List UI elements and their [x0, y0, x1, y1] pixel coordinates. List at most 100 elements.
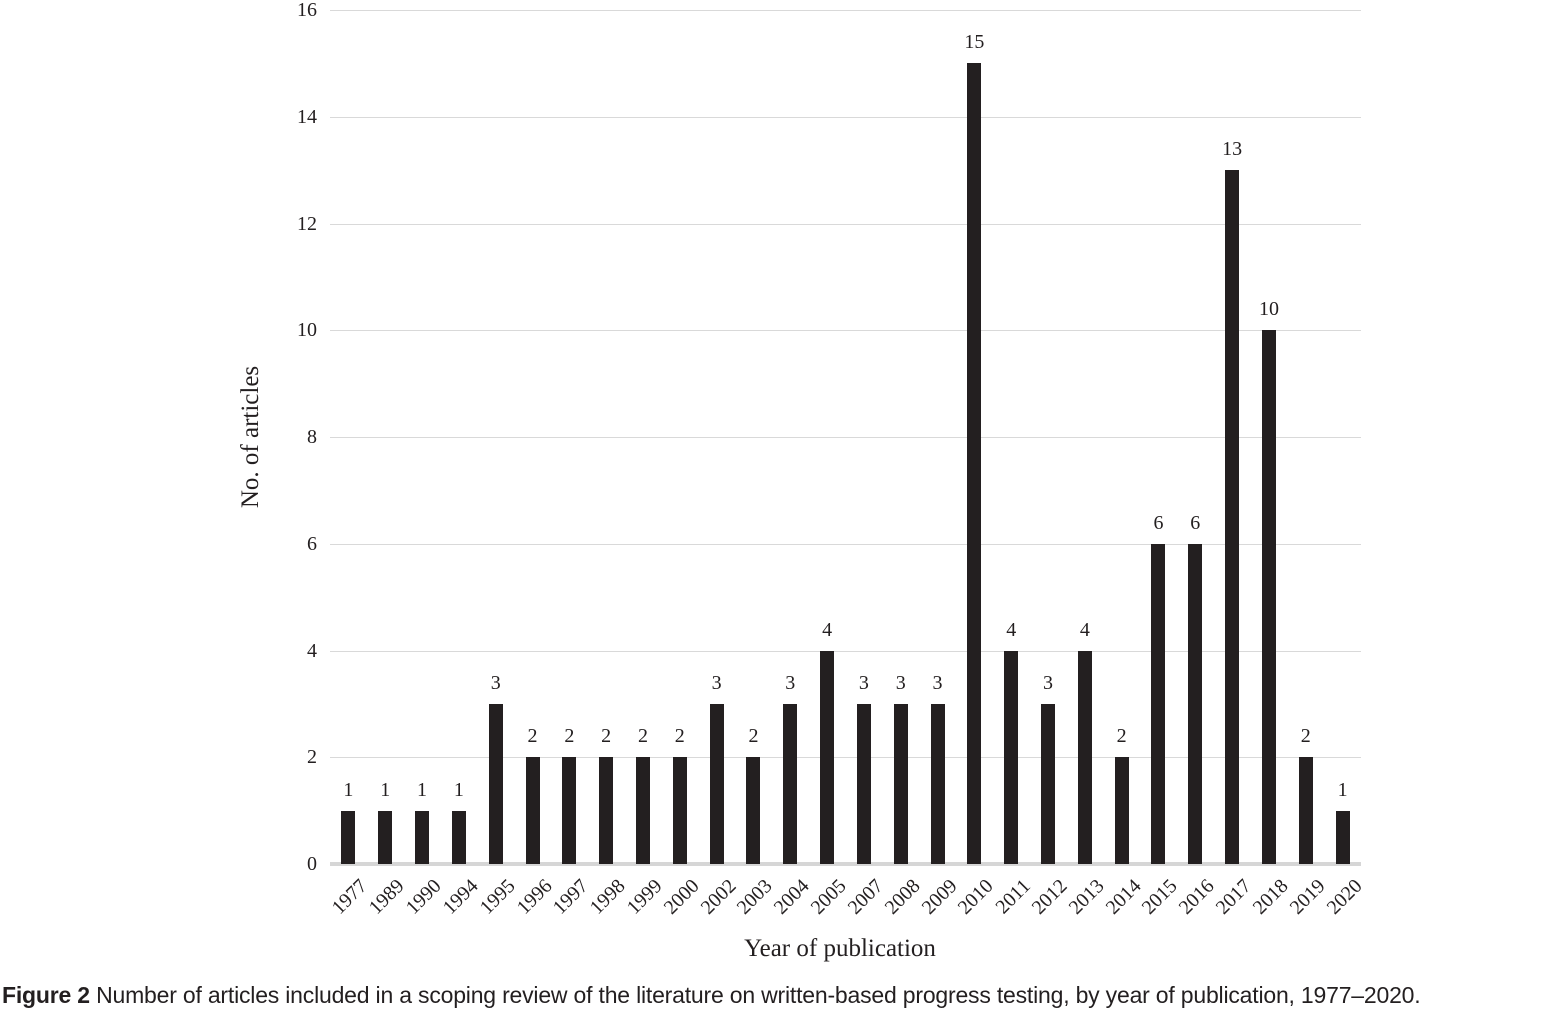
x-tick-label-1998: 1998: [585, 875, 630, 919]
x-axis-title: Year of publication: [744, 935, 936, 962]
bar-2017: [1225, 170, 1240, 864]
x-tick-label-2002: 2002: [696, 875, 741, 919]
bar-value-label-2014: 2: [1116, 725, 1127, 748]
figure-caption: Figure 2 Number of articles included in …: [2, 980, 1558, 1010]
x-tick-label-1990: 1990: [401, 875, 446, 919]
bar-2016: [1188, 543, 1203, 864]
x-tick-label-2007: 2007: [843, 875, 888, 919]
bar-2018: [1261, 330, 1276, 864]
x-tick-label-2016: 2016: [1175, 875, 1219, 919]
bar-value-label-2016: 6: [1190, 511, 1201, 534]
gridline-y-16: [330, 10, 1361, 11]
gridline-y-12: [330, 223, 1361, 225]
y-tick-label-10: 10: [297, 319, 317, 342]
y-tick-label-16: 16: [297, 0, 317, 21]
bar-2008: [893, 703, 908, 864]
caption-text: Number of articles included in a scoping…: [89, 982, 1421, 1008]
bar-2002: [709, 703, 724, 864]
x-tick-label-1996: 1996: [512, 875, 557, 919]
y-tick-label-8: 8: [307, 426, 317, 448]
x-tick-label-2012: 2012: [1027, 875, 1072, 919]
bar-value-label-2003: 2: [748, 725, 759, 748]
y-tick-label-0: 0: [307, 853, 317, 875]
bar-2011: [1004, 650, 1019, 864]
bar-1977: [341, 810, 356, 864]
x-tick-label-2000: 2000: [659, 875, 704, 919]
bar-value-label-2008: 3: [895, 671, 906, 694]
y-tick-label-12: 12: [297, 212, 317, 235]
x-tick-label-2003: 2003: [733, 875, 777, 919]
bar-1990: [415, 810, 430, 864]
x-tick-label-1999: 1999: [622, 875, 667, 919]
gridline-y-14: [330, 116, 1361, 118]
bar-2007: [856, 703, 871, 864]
bar-value-label-1996: 2: [527, 725, 538, 748]
bar-value-label-1998: 2: [601, 725, 612, 748]
x-tick-label-2004: 2004: [769, 875, 814, 919]
x-tick-label-2008: 2008: [880, 875, 925, 919]
bar-value-label-2020: 1: [1337, 778, 1348, 801]
bar-value-label-2010: 15: [964, 31, 985, 54]
gridline-y-6: [330, 543, 1361, 545]
bar-1997: [562, 757, 577, 864]
x-tick-label-1995: 1995: [475, 875, 520, 919]
bar-value-label-2007: 3: [858, 671, 869, 694]
bar-value-label-1977: 1: [343, 778, 354, 801]
bar-value-label-2004: 3: [785, 671, 796, 694]
bar-value-label-2009: 3: [932, 671, 943, 694]
bar-2000: [672, 757, 687, 864]
x-tick-label-2020: 2020: [1322, 875, 1367, 919]
gridline-y-10: [330, 330, 1361, 332]
x-tick-label-2013: 2013: [1064, 875, 1109, 919]
y-tick-label-6: 6: [307, 532, 317, 555]
x-tick-label-2009: 2009: [917, 875, 962, 919]
bar-value-label-2019: 2: [1300, 725, 1311, 748]
x-tick-label-2018: 2018: [1248, 875, 1293, 919]
bar-1994: [451, 810, 466, 864]
bar-value-label-2005: 4: [822, 618, 833, 641]
x-tick-label-2019: 2019: [1285, 875, 1330, 919]
bar-2004: [783, 703, 798, 864]
x-tick-label-2015: 2015: [1138, 875, 1183, 919]
x-tick-label-1997: 1997: [549, 875, 593, 919]
bar-2013: [1077, 650, 1092, 864]
bar-1998: [599, 757, 614, 864]
x-tick-label-2017: 2017: [1211, 875, 1256, 919]
bar-value-label-1994: 1: [453, 778, 464, 801]
bar-2003: [746, 757, 761, 864]
x-tick-label-1989: 1989: [364, 875, 409, 919]
y-axis-title: No. of articles: [237, 365, 264, 509]
bar-value-label-2002: 3: [711, 671, 722, 694]
y-tick-label-2: 2: [307, 746, 317, 769]
bar-1999: [635, 757, 650, 864]
bar-value-label-2017: 13: [1222, 138, 1243, 161]
plot-area: [330, 10, 1361, 866]
bar-2012: [1041, 703, 1056, 864]
bar-value-label-1997: 2: [564, 725, 575, 748]
bar-1995: [488, 703, 503, 864]
bar-value-label-2015: 6: [1153, 511, 1164, 534]
gridline-y-8: [330, 437, 1361, 438]
bar-2015: [1151, 543, 1166, 864]
bar-1996: [525, 757, 540, 864]
x-tick-label-2005: 2005: [806, 875, 851, 919]
x-tick-label-2011: 2011: [991, 875, 1035, 919]
bar-2005: [820, 650, 835, 864]
bar-value-label-1990: 1: [417, 778, 428, 801]
x-axis-baseline: [330, 862, 1361, 866]
bar-1989: [378, 810, 393, 864]
bar-2014: [1114, 757, 1129, 864]
y-tick-label-4: 4: [307, 639, 317, 662]
bar-value-label-2011: 4: [1006, 618, 1017, 641]
bar-value-label-2018: 10: [1258, 298, 1279, 321]
bar-2009: [930, 703, 945, 864]
bar-2010: [967, 63, 982, 864]
x-tick-label-1994: 1994: [438, 875, 483, 919]
bar-value-label-1999: 2: [637, 725, 648, 748]
y-tick-label-14: 14: [297, 105, 317, 128]
bar-2020: [1335, 810, 1350, 864]
bar-value-label-1995: 3: [490, 671, 501, 694]
bar-value-label-1989: 1: [380, 778, 391, 801]
bar-value-label-2012: 3: [1043, 671, 1054, 694]
